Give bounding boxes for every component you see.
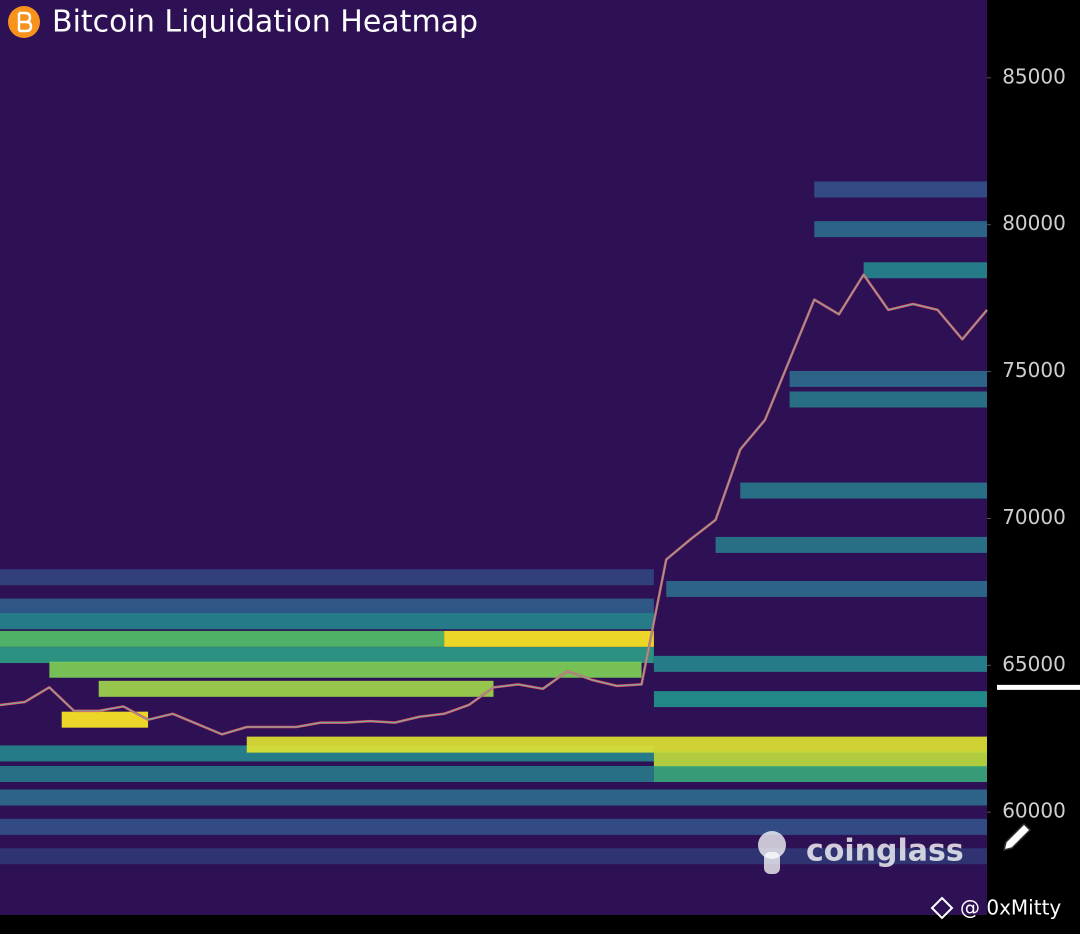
- credit-icon: [930, 896, 954, 920]
- logo-body: [764, 852, 780, 874]
- y-tick-label: 85000: [1002, 64, 1066, 88]
- credit: @ 0xMitty: [960, 896, 1061, 920]
- heat-band: [0, 848, 987, 865]
- price-layer: [0, 273, 988, 736]
- heat-band: [0, 569, 654, 586]
- heat-band: [653, 691, 987, 708]
- heat-band: [814, 181, 987, 198]
- logo-head: [758, 831, 786, 859]
- heat-band: [653, 766, 987, 783]
- y-tick-label: 60000: [1002, 799, 1066, 823]
- heat-band: [863, 262, 987, 279]
- heat-band: [98, 680, 494, 697]
- heat-band: [0, 766, 654, 783]
- pencil-icon: [1002, 822, 1032, 852]
- heat-band: [715, 536, 987, 553]
- heat-band: [0, 647, 654, 664]
- y-tick-label: 70000: [1002, 505, 1066, 529]
- bitcoin-icon: [8, 6, 40, 38]
- heat-band: [666, 580, 987, 597]
- heat-bands: [0, 181, 987, 865]
- heat-band: [814, 221, 987, 238]
- y-tick-label: 75000: [1002, 358, 1066, 382]
- heat-band: [444, 630, 654, 647]
- heat-band: [0, 598, 654, 615]
- heat-band: [0, 630, 445, 647]
- heat-band: [0, 818, 987, 835]
- y-tick-label: 80000: [1002, 211, 1066, 235]
- y-tick-label: 65000: [1002, 652, 1066, 676]
- chart-title: Bitcoin Liquidation Heatmap: [52, 5, 478, 40]
- heat-band: [246, 736, 987, 753]
- heat-band: [653, 751, 987, 768]
- heat-band: [653, 655, 987, 672]
- heat-band: [61, 711, 149, 728]
- watermark: coinglass: [806, 834, 964, 869]
- heat-band: [0, 789, 987, 806]
- watermark-logo: [758, 831, 786, 874]
- heat-band: [789, 391, 987, 408]
- heat-band: [0, 613, 654, 630]
- heat-band: [49, 661, 642, 678]
- icon-glyph: [17, 11, 33, 33]
- heat-band: [789, 370, 987, 387]
- price-line-highlight: [0, 273, 988, 735]
- heat-band: [740, 482, 987, 499]
